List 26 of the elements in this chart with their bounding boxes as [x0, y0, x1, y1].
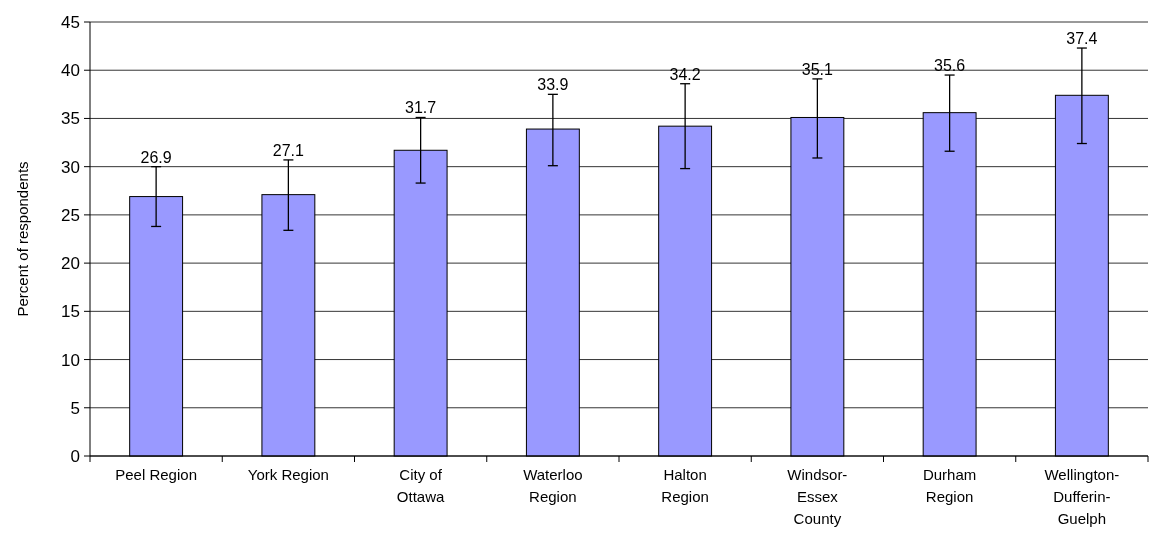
data-label: 31.7	[405, 99, 437, 117]
x-tick-label: Windsor- Essex County	[787, 466, 848, 527]
data-label: 35.6	[934, 57, 966, 75]
data-label: 37.4	[1066, 30, 1098, 48]
y-tick-label: 30	[61, 157, 80, 177]
x-tick-label: Durham Region	[922, 466, 977, 505]
y-tick-label: 5	[70, 398, 80, 418]
data-label: 33.9	[537, 76, 569, 94]
data-label: 27.1	[272, 141, 305, 159]
x-tick-label: Peel Region	[115, 466, 197, 483]
x-tick-label: Halton Region	[661, 466, 709, 505]
y-tick-label: 20	[61, 254, 80, 274]
data-label: 26.9	[140, 148, 172, 166]
x-tick-label: York Region	[247, 466, 329, 483]
y-tick-label: 0	[70, 446, 80, 466]
y-axis-title: Percent of respondents	[14, 161, 31, 317]
y-tick-label: 25	[61, 205, 80, 225]
y-tick-label: 45	[61, 12, 80, 32]
y-tick-label: 10	[61, 350, 80, 370]
x-tick-label: City of Ottawa	[396, 466, 446, 505]
x-tick-label: Waterloo Region	[523, 466, 583, 505]
x-tick-label: Wellington- Dufferin- Guelph	[1044, 466, 1120, 527]
data-label: 34.2	[669, 65, 701, 83]
y-tick-label: 40	[61, 61, 80, 81]
y-tick-label: 15	[61, 302, 80, 322]
y-tick-label: 35	[61, 109, 80, 129]
